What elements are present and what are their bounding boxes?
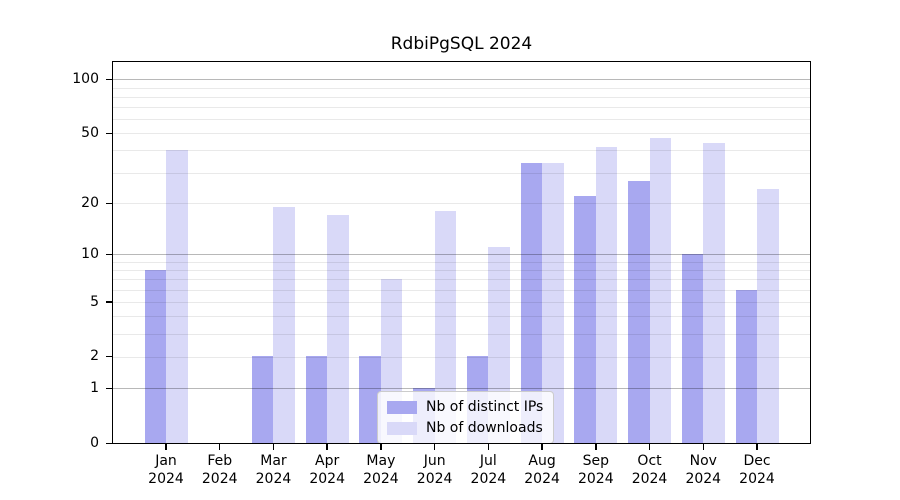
bar-downloads-mar	[273, 207, 295, 443]
bar-ips-may	[359, 356, 381, 443]
bar-downloads-apr	[327, 215, 349, 443]
gridline-60	[113, 119, 810, 121]
x-tick-mark-feb	[218, 444, 221, 450]
y-tick-label-1: 1	[90, 380, 99, 397]
bar-ips-mar	[251, 356, 274, 443]
x-tick-mark-dec	[756, 444, 758, 450]
x-tick-mark-may	[380, 444, 382, 450]
bar-downloads-sep	[595, 146, 618, 443]
bar-ips-oct	[628, 180, 650, 443]
gridline-4	[113, 316, 810, 318]
bar-ips-aug	[520, 162, 543, 443]
x-tick-label-sep: Sep 2024	[577, 453, 614, 487]
plot-area: 0 1 2 5 10 20 50 100 Jan 2024 Feb 2024 Mar 2024 Apr 20…	[72, 61, 811, 487]
x-tick-mark-aug	[541, 444, 543, 450]
legend-entry-downloads: Nb of downloads	[387, 420, 543, 436]
y-tick-mark-100	[106, 78, 112, 81]
x-tick-label-apr: Apr 2024	[309, 453, 345, 487]
bar-ips-apr	[305, 356, 328, 443]
x-tick-label-feb: Feb 2024	[201, 453, 238, 487]
gridline-70	[113, 107, 810, 109]
y-tick-mark-2	[106, 355, 112, 358]
gridline-7	[113, 279, 810, 281]
y-tick-mark-1	[106, 387, 112, 390]
x-tick-label-dec: Dec 2024	[739, 453, 775, 487]
gridline-1	[113, 388, 810, 390]
x-tick-label-oct: Oct 2024	[631, 453, 668, 487]
chart-title: RdbiPgSQL 2024	[390, 34, 533, 54]
y-tick-mark-0	[106, 442, 112, 444]
gridline-50	[113, 133, 810, 135]
y-tick-label-10: 10	[81, 246, 99, 263]
bar-downloads-jun	[434, 211, 457, 443]
gridline-5	[113, 301, 810, 303]
bar-downloads-dec	[757, 189, 779, 443]
y-tick-mark-5	[106, 301, 112, 303]
x-tick-mark-apr	[326, 444, 328, 450]
gridline-20	[113, 203, 810, 205]
y-tick-label-50: 50	[81, 125, 99, 142]
y-tick-label-20: 20	[81, 195, 99, 212]
gridline-8	[113, 269, 810, 271]
bar-downloads-aug	[542, 162, 564, 443]
gridline-90	[113, 87, 810, 89]
gridline-6	[113, 289, 810, 291]
y-tick-mark-20	[106, 202, 112, 205]
gridline-3	[113, 333, 810, 335]
legend-label-distinct-ips: Nb of distinct IPs	[426, 399, 544, 415]
gridline-80	[113, 96, 810, 98]
bar-ips-sep	[574, 196, 596, 443]
legend-swatch-downloads-icon	[387, 421, 417, 435]
x-tick-label-mar: Mar 2024	[255, 453, 292, 487]
x-tick-label-nov: Nov 2024	[685, 453, 722, 487]
y-tick-mark-50	[106, 132, 112, 135]
x-tick-label-may: May 2024	[363, 453, 399, 487]
x-tick-mark-jan	[165, 444, 167, 450]
x-tick-mark-nov	[702, 444, 705, 450]
gridline-9	[113, 261, 810, 263]
bar-ips-dec	[735, 289, 757, 443]
gridline-30	[113, 172, 810, 174]
bar-downloads-nov	[703, 143, 725, 443]
y-tick-label-2: 2	[90, 348, 99, 365]
x-tick-mark-sep	[595, 444, 597, 450]
y-tick-mark-10	[106, 253, 112, 256]
legend-swatch-distinct-ips-icon	[387, 400, 417, 414]
gridline-2	[113, 356, 810, 358]
x-tick-mark-jun	[433, 444, 436, 450]
gridline-10	[113, 254, 810, 256]
gridline-40	[113, 150, 810, 152]
legend-label-downloads: Nb of downloads	[426, 420, 543, 436]
x-tick-label-jan: Jan 2024	[148, 453, 184, 487]
x-tick-mark-jul	[487, 444, 490, 450]
x-tick-mark-oct	[648, 444, 651, 450]
x-tick-mark-mar	[272, 444, 275, 450]
bar-ips-jan	[144, 269, 166, 443]
x-tick-label-aug: Aug 2024	[524, 453, 560, 487]
x-tick-label-jul: Jul 2024	[470, 453, 507, 487]
gridline-100	[113, 79, 810, 81]
y-tick-label-5: 5	[90, 293, 99, 310]
legend-entry-distinct-ips: Nb of distinct IPs	[387, 399, 543, 415]
y-tick-label-0: 0	[90, 435, 99, 451]
bar-ips-nov	[681, 254, 704, 443]
y-tick-label-100: 100	[72, 71, 99, 88]
legend: Nb of distinct IPs Nb of downloads	[377, 391, 555, 444]
bar-downloads-jan	[166, 150, 188, 443]
x-tick-label-jun: Jun 2024	[416, 453, 453, 487]
bar-downloads-oct	[649, 138, 672, 443]
